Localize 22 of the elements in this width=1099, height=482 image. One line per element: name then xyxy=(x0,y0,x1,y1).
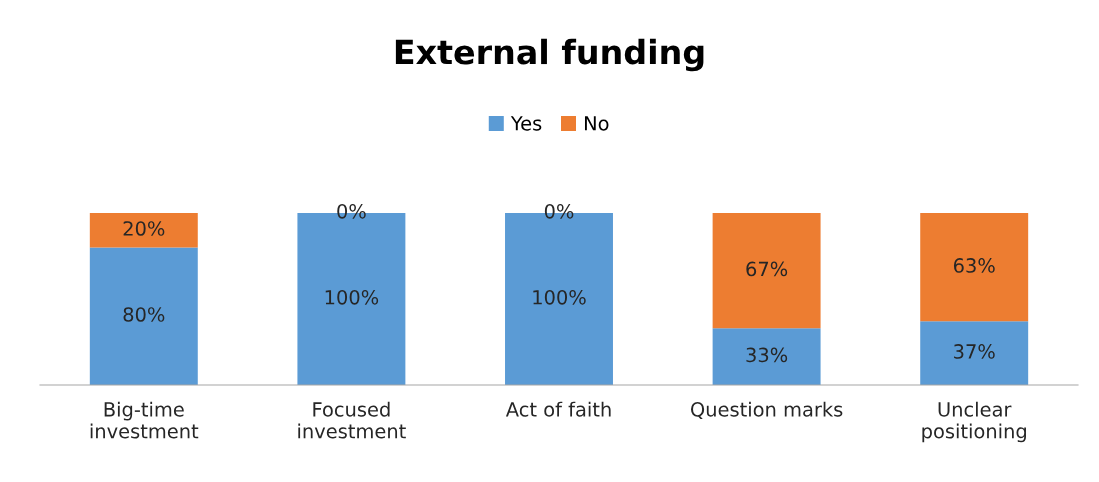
legend-label: Yes xyxy=(510,116,542,131)
chart-title: External funding xyxy=(395,38,704,72)
bar xyxy=(712,328,821,385)
bar xyxy=(920,213,1029,322)
bar xyxy=(89,213,198,248)
bar xyxy=(920,321,1029,385)
data-label: 63% xyxy=(953,258,995,273)
data-label: 37% xyxy=(954,344,995,359)
data-label: 33% xyxy=(746,347,788,363)
x-tick-label: Unclear positioning xyxy=(922,401,1026,443)
data-label: 80% xyxy=(123,307,165,322)
bar xyxy=(712,213,821,329)
x-tick-label: Big-time investment xyxy=(90,401,199,439)
x-tick-label: Focused investment xyxy=(298,401,406,439)
data-label: 20% xyxy=(123,221,165,236)
bar xyxy=(89,247,198,385)
data-label: 100% xyxy=(533,289,586,305)
x-tick-label: Act of faith xyxy=(505,401,611,417)
x-tick-label: Question marks xyxy=(691,401,843,419)
data-label: 100% xyxy=(325,289,379,305)
legend-label: No xyxy=(584,116,609,131)
data-label: 67% xyxy=(746,261,788,277)
